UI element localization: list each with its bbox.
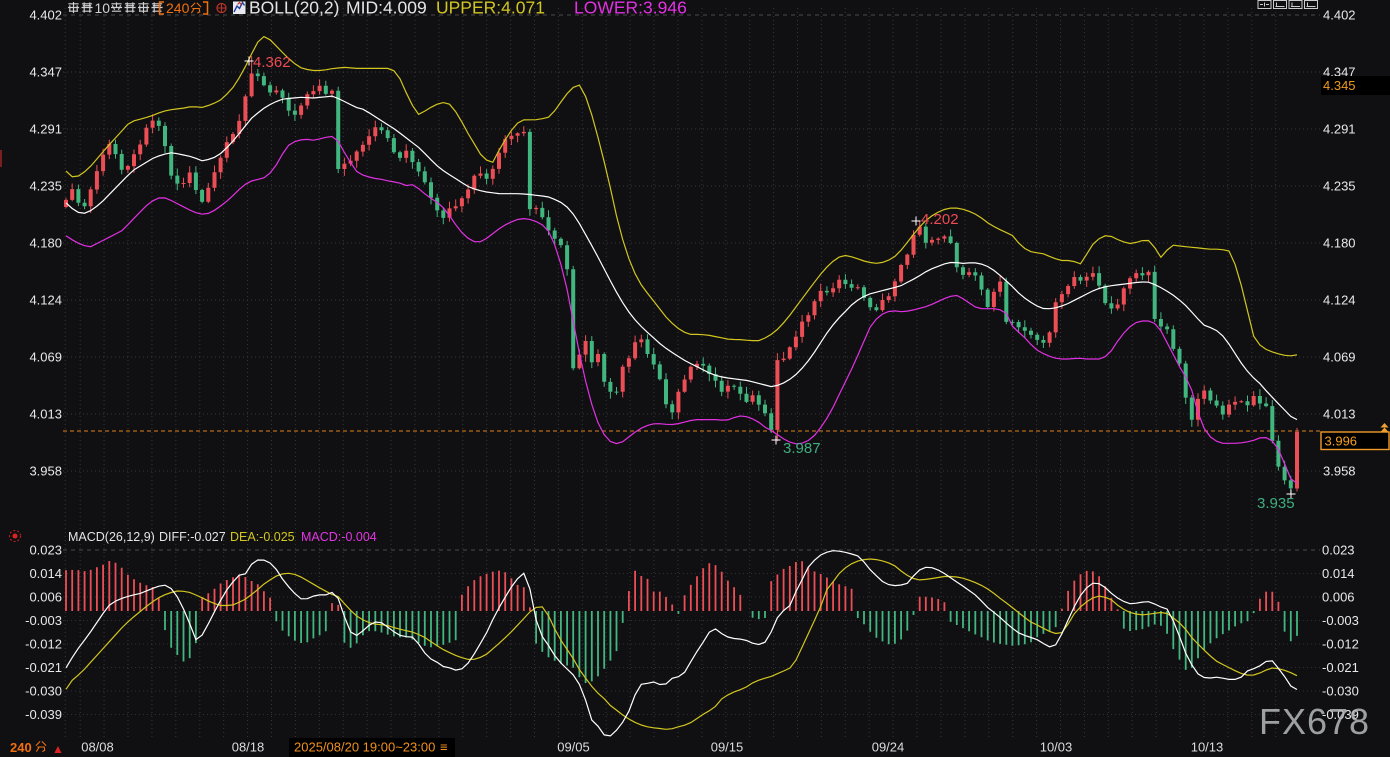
svg-text:4.013: 4.013 [1323, 407, 1356, 422]
svg-text:2025/08/20 19:00~23:00: 2025/08/20 19:00~23:00 [294, 740, 435, 755]
svg-text:09/24: 09/24 [872, 740, 905, 755]
svg-text:240: 240 [10, 740, 32, 755]
svg-text:09/05: 09/05 [557, 740, 590, 755]
svg-text:≡: ≡ [440, 740, 448, 755]
svg-text:FX678: FX678 [1259, 701, 1370, 742]
svg-text:08/18: 08/18 [232, 740, 265, 755]
svg-text:3.935: 3.935 [1257, 495, 1295, 512]
svg-text:4.291: 4.291 [29, 122, 62, 137]
svg-text:09/15: 09/15 [711, 740, 744, 755]
svg-text:MACD(26,12,9): MACD(26,12,9) [68, 530, 155, 544]
svg-text:4.180: 4.180 [1323, 236, 1356, 251]
svg-text:▲: ▲ [52, 742, 64, 756]
svg-text:-0.003: -0.003 [1322, 613, 1359, 628]
svg-text:3.987: 3.987 [783, 440, 821, 457]
svg-text:DIFF:-0.027: DIFF:-0.027 [159, 530, 226, 544]
svg-text:4.235: 4.235 [1323, 179, 1356, 194]
svg-text:3.958: 3.958 [29, 464, 62, 479]
svg-text:4.291: 4.291 [1323, 122, 1356, 137]
svg-text:4.180: 4.180 [29, 236, 62, 251]
svg-text:-0.012: -0.012 [25, 637, 62, 652]
svg-text:0.023: 0.023 [1322, 543, 1355, 558]
svg-text:BOLL(20,2): BOLL(20,2) [249, 0, 339, 18]
svg-text:-0.039: -0.039 [1322, 707, 1359, 722]
svg-text:-0.003: -0.003 [25, 613, 62, 628]
svg-text:240: 240 [166, 0, 190, 16]
svg-text:4.362: 4.362 [253, 54, 291, 71]
svg-text:4.069: 4.069 [29, 350, 62, 365]
svg-text:4.402: 4.402 [29, 8, 62, 23]
svg-text:MID:4.009: MID:4.009 [346, 0, 427, 18]
svg-text:0.014: 0.014 [1322, 566, 1355, 581]
svg-text:-0.021: -0.021 [1322, 660, 1359, 675]
svg-text:4.069: 4.069 [1323, 350, 1356, 365]
svg-text:3.996: 3.996 [1325, 434, 1358, 449]
svg-text:10: 10 [95, 0, 111, 16]
svg-text:4.013: 4.013 [29, 407, 62, 422]
svg-text:-0.039: -0.039 [25, 707, 62, 722]
svg-text:4.402: 4.402 [1323, 8, 1356, 23]
svg-text:MACD:-0.004: MACD:-0.004 [301, 530, 377, 544]
svg-text:0.023: 0.023 [29, 543, 62, 558]
svg-text:-0.012: -0.012 [1322, 637, 1359, 652]
svg-text:4.124: 4.124 [29, 293, 62, 308]
svg-text:0.006: 0.006 [1322, 590, 1355, 605]
svg-text:10/03: 10/03 [1040, 740, 1073, 755]
svg-text:4.124: 4.124 [1323, 293, 1356, 308]
svg-text:-0.030: -0.030 [1322, 684, 1359, 699]
svg-text:0.006: 0.006 [29, 590, 62, 605]
svg-text:DEA:-0.025: DEA:-0.025 [230, 530, 295, 544]
svg-text:-0.030: -0.030 [25, 684, 62, 699]
svg-text:10/13: 10/13 [1191, 740, 1224, 755]
svg-text:4.202: 4.202 [921, 211, 959, 228]
svg-text:0.014: 0.014 [29, 566, 62, 581]
svg-text:4.347: 4.347 [29, 65, 62, 80]
svg-text:4.235: 4.235 [29, 179, 62, 194]
svg-text:3.958: 3.958 [1323, 464, 1356, 479]
svg-text:4.347: 4.347 [1323, 65, 1356, 80]
svg-text:LOWER:3.946: LOWER:3.946 [574, 0, 687, 18]
svg-text:4.345: 4.345 [1323, 78, 1356, 93]
svg-text:-0.021: -0.021 [25, 660, 62, 675]
svg-text:UPPER:4.071: UPPER:4.071 [436, 0, 545, 18]
svg-text:08/08: 08/08 [81, 740, 114, 755]
